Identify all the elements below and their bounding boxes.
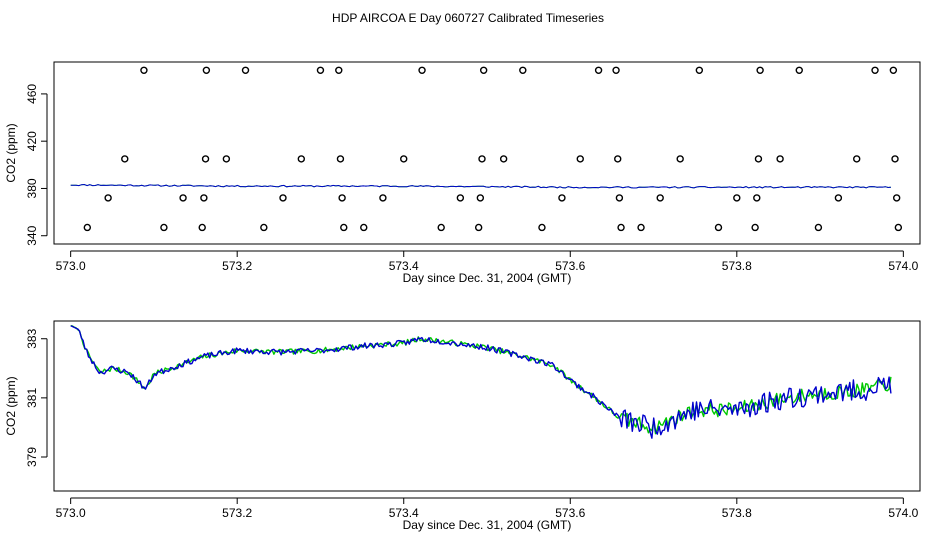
calibration-point xyxy=(200,194,208,202)
x-tick-label: 573.8 xyxy=(722,259,752,273)
calibrated-scatter-panel: 573.0 573.2 573.4 573.6 573.8 574.0 Day since … xyxy=(4,61,921,285)
x-tick-label: 573.6 xyxy=(555,506,585,520)
y-tick-label: 460 xyxy=(25,84,39,104)
calibration-point xyxy=(776,155,784,163)
calibration-point xyxy=(714,223,723,232)
calibration-point xyxy=(853,155,861,163)
plot-frame xyxy=(53,61,921,245)
calibration-point xyxy=(617,223,625,232)
calibration-point xyxy=(594,66,603,74)
calibration-point xyxy=(891,155,899,163)
calibration-point xyxy=(753,194,761,202)
calibration-point xyxy=(316,66,325,74)
calibration-point xyxy=(198,223,206,232)
calibration-point xyxy=(754,155,763,163)
calibration-point xyxy=(340,223,348,232)
y-tick-label: 381 xyxy=(25,388,39,408)
calibration-point xyxy=(140,66,148,74)
plot-frame xyxy=(53,320,921,492)
calibration-point xyxy=(894,223,903,232)
x-tick-label: 573.6 xyxy=(555,259,585,273)
calibration-point xyxy=(418,66,426,74)
calibration-point xyxy=(637,223,645,232)
x-tick-label: 573.2 xyxy=(222,506,252,520)
series-line-green xyxy=(70,325,892,435)
calibration-point xyxy=(201,155,210,163)
y-tick-label: 340 xyxy=(25,225,39,245)
calibration-point xyxy=(338,194,346,202)
y-tick-label: 379 xyxy=(25,447,39,467)
calibration-point xyxy=(379,194,387,202)
calibration-point xyxy=(756,66,764,74)
calibration-point xyxy=(400,155,408,163)
y-axis-label: CO2 (ppm) xyxy=(4,376,18,435)
calibration-point xyxy=(474,223,483,232)
y-tick-label: 380 xyxy=(25,178,39,198)
calibration-point xyxy=(83,223,92,232)
calibration-point xyxy=(478,155,486,163)
series-line-blue xyxy=(70,325,892,439)
y-tick-label: 383 xyxy=(25,328,39,348)
calibration-point xyxy=(733,194,741,202)
calibration-point xyxy=(519,66,527,74)
x-tick-label: 573.4 xyxy=(389,506,419,520)
calibration-point xyxy=(104,194,112,202)
x-tick-label: 573.4 xyxy=(389,259,419,273)
x-tick-label: 573.0 xyxy=(56,259,86,273)
x-tick-label: 574.0 xyxy=(888,259,918,273)
calibration-point xyxy=(360,223,368,232)
calibration-point xyxy=(538,223,546,232)
figure-title: HDP AIRCOA E Day 060727 Calibrated Times… xyxy=(332,11,604,25)
x-tick-label: 573.0 xyxy=(56,506,86,520)
x-tick-label: 573.2 xyxy=(222,259,252,273)
x-axis-label: Day since Dec. 31, 2004 (GMT) xyxy=(403,518,572,532)
calibration-point xyxy=(892,194,901,202)
calibration-point xyxy=(751,223,759,232)
calibration-point xyxy=(222,155,231,163)
calibration-point xyxy=(676,155,684,163)
calibration-point xyxy=(615,194,624,202)
series-line-blue xyxy=(70,183,891,189)
y-tick-label: 420 xyxy=(25,131,39,151)
calibration-point xyxy=(889,66,898,74)
calibration-point xyxy=(814,223,823,232)
calibration-point xyxy=(297,155,306,163)
calibration-point xyxy=(437,223,445,232)
calibration-point xyxy=(612,66,620,74)
calibration-point xyxy=(476,194,485,202)
calibration-point xyxy=(160,223,168,232)
calibration-point xyxy=(479,66,488,74)
calibration-point xyxy=(335,66,343,74)
calibration-point xyxy=(279,194,287,202)
calibration-point xyxy=(241,66,250,74)
x-axis-label: Day since Dec. 31, 2004 (GMT) xyxy=(403,271,572,285)
calibration-point xyxy=(576,155,584,163)
calibration-point xyxy=(558,194,566,202)
calibration-point xyxy=(499,155,508,163)
y-axis-label: CO2 (ppm) xyxy=(4,123,18,182)
calibration-point xyxy=(260,223,268,232)
x-tick-label: 574.0 xyxy=(888,506,918,520)
x-tick-label: 573.8 xyxy=(722,506,752,520)
calibration-point xyxy=(336,155,345,163)
calibration-point xyxy=(456,194,465,202)
calibration-point xyxy=(202,66,211,74)
calibration-point xyxy=(179,194,187,202)
calibration-point xyxy=(656,194,664,202)
calibration-point xyxy=(614,155,622,163)
calibration-point xyxy=(695,66,704,74)
co2-timeseries-panel: 573.0 573.2 573.4 573.6 573.8 574.0 Day since … xyxy=(4,320,921,532)
calibration-point xyxy=(834,194,843,202)
calibration-point xyxy=(871,66,879,74)
calibration-point xyxy=(121,155,129,163)
calibration-point xyxy=(795,66,803,74)
